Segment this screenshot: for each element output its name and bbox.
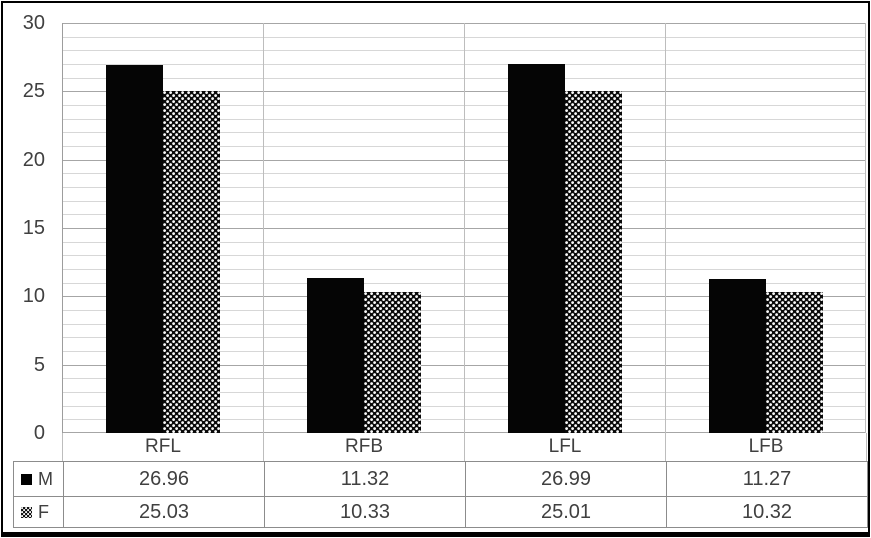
x-category-label-rfl: RFL: [63, 433, 264, 461]
legend-label-m: M: [38, 468, 53, 489]
legend-label-f: F: [38, 501, 49, 522]
table-value-f-rfl: 25.03: [63, 496, 264, 527]
x-category-label-lfb: LFB: [666, 433, 867, 461]
table-value-f-lfl: 25.01: [465, 496, 666, 527]
gridline-x-1: [263, 23, 264, 433]
y-tick-label-15: 15: [22, 217, 45, 239]
y-tick-label-20: 20: [22, 149, 45, 171]
gridline-x-4: [865, 23, 866, 433]
y-axis: 0 5 10 15 20 25 30: [3, 3, 50, 444]
plot-area: [62, 23, 866, 433]
legend-cell-f: F: [14, 496, 63, 527]
x-category-label-rfb: RFB: [264, 433, 465, 461]
y-tick-label-5: 5: [33, 354, 45, 376]
table-value-m-rfb: 11.32: [264, 462, 465, 496]
table-value-f-rfb: 10.33: [264, 496, 465, 527]
table-value-m-lfl: 26.99: [465, 462, 666, 496]
table-value-f-lfb: 10.32: [666, 496, 867, 527]
data-table: M 26.96 11.32 26.99 11.27 F 25.03 10.33 25.01 10.…: [13, 461, 868, 528]
legend-cell-m: M: [14, 462, 63, 496]
y-tick-label-25: 25: [22, 80, 45, 102]
bar-m-lfl: [508, 64, 565, 433]
y-tick-label-10: 10: [22, 285, 45, 307]
bar-m-rfb: [307, 278, 364, 433]
gridline-x-2: [464, 23, 465, 433]
x-axis-labels: RFL RFB LFL LFB: [62, 433, 867, 461]
solid-square-icon: [21, 473, 32, 485]
y-tick-label-0: 0: [33, 422, 45, 444]
table-value-m-rfl: 26.96: [63, 462, 264, 496]
dotted-square-icon: [21, 506, 32, 518]
bar-f-rfl: [163, 91, 220, 433]
bar-m-rfl: [106, 65, 163, 433]
bar-f-lfb: [766, 292, 823, 433]
x-category-label-lfl: LFL: [465, 433, 666, 461]
bar-f-rfb: [364, 292, 421, 433]
table-value-m-lfb: 11.27: [666, 462, 867, 496]
gridline-x-3: [665, 23, 666, 433]
gridline-x-0: [62, 23, 63, 433]
y-tick-label-30: 30: [22, 12, 45, 34]
bar-m-lfb: [709, 279, 766, 433]
bar-f-lfl: [565, 91, 622, 433]
